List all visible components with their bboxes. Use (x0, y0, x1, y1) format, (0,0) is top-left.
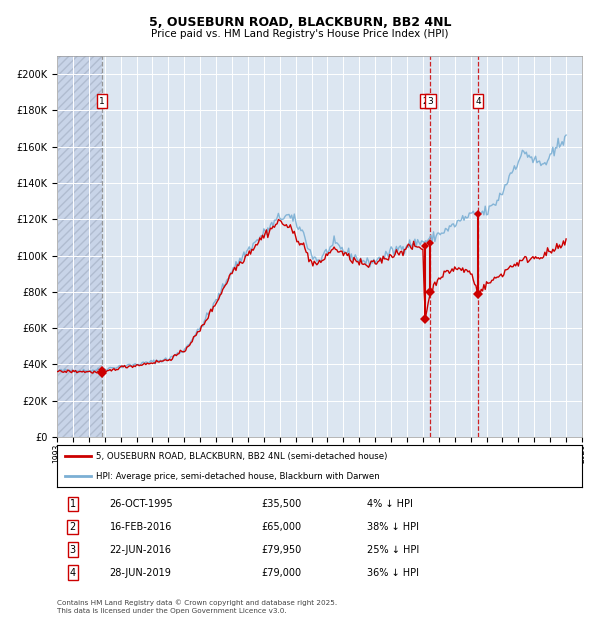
Text: £79,950: £79,950 (262, 544, 302, 555)
Text: Price paid vs. HM Land Registry's House Price Index (HPI): Price paid vs. HM Land Registry's House … (151, 29, 449, 39)
Text: 2: 2 (422, 97, 428, 105)
Text: 5, OUSEBURN ROAD, BLACKBURN, BB2 4NL: 5, OUSEBURN ROAD, BLACKBURN, BB2 4NL (149, 17, 451, 29)
Text: £65,000: £65,000 (262, 521, 302, 532)
Text: 28-JUN-2019: 28-JUN-2019 (110, 567, 172, 578)
Text: 36% ↓ HPI: 36% ↓ HPI (367, 567, 419, 578)
Text: Contains HM Land Registry data © Crown copyright and database right 2025.
This d: Contains HM Land Registry data © Crown c… (57, 599, 337, 614)
Text: 3: 3 (428, 97, 433, 105)
Text: £35,500: £35,500 (262, 498, 302, 509)
Text: 16-FEB-2016: 16-FEB-2016 (110, 521, 172, 532)
Text: £79,000: £79,000 (262, 567, 302, 578)
Text: 22-JUN-2016: 22-JUN-2016 (110, 544, 172, 555)
Text: 2: 2 (70, 521, 76, 532)
Text: 38% ↓ HPI: 38% ↓ HPI (367, 521, 419, 532)
Text: 1: 1 (70, 498, 76, 509)
Text: 1: 1 (99, 97, 105, 105)
Text: 3: 3 (70, 544, 76, 555)
Text: 4% ↓ HPI: 4% ↓ HPI (367, 498, 413, 509)
Text: 25% ↓ HPI: 25% ↓ HPI (367, 544, 419, 555)
Text: 26-OCT-1995: 26-OCT-1995 (110, 498, 173, 509)
Text: HPI: Average price, semi-detached house, Blackburn with Darwen: HPI: Average price, semi-detached house,… (97, 472, 380, 480)
Text: 5, OUSEBURN ROAD, BLACKBURN, BB2 4NL (semi-detached house): 5, OUSEBURN ROAD, BLACKBURN, BB2 4NL (se… (97, 452, 388, 461)
Bar (57, 56, 102, 437)
Text: 4: 4 (70, 567, 76, 578)
Text: 4: 4 (475, 97, 481, 105)
